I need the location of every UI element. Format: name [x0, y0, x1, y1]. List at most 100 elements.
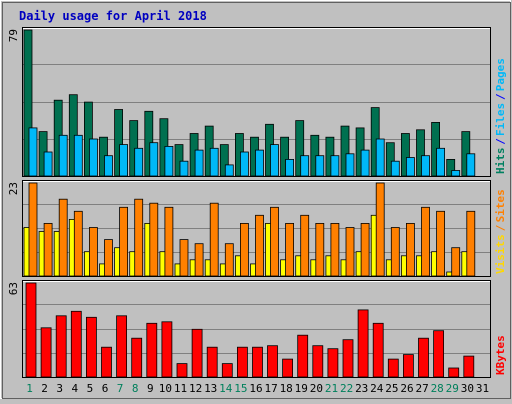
bar-sites [330, 222, 340, 277]
bar-files [179, 160, 189, 177]
bar-kbytes [176, 363, 188, 378]
bar-kbytes [327, 348, 339, 378]
legend-files: Files [494, 103, 507, 136]
bar-hits [416, 129, 425, 177]
bar-kbytes [252, 346, 263, 378]
x-tick-label: 26 [400, 382, 413, 395]
x-tick-label: 17 [264, 382, 277, 395]
bar-files [405, 157, 415, 177]
bar-files [345, 153, 355, 177]
ymax-label-hits-files: 79 [7, 29, 20, 42]
x-tick-label: 5 [87, 382, 94, 395]
x-tick-label: 12 [189, 382, 202, 395]
bar-sites [421, 206, 430, 277]
bar-sites [451, 247, 461, 277]
bar-hits [295, 120, 305, 177]
bar-sites [436, 210, 446, 277]
bar-sites [255, 214, 264, 277]
panel-frame-kbytes [22, 280, 491, 378]
bar-sites [345, 227, 355, 277]
bar-files [315, 155, 325, 177]
x-tick-label: 30 [461, 382, 474, 395]
bar-sites [390, 227, 400, 277]
bar-sites [300, 214, 310, 277]
x-tick-label: 28 [431, 382, 444, 395]
bar-kbytes [372, 322, 384, 378]
bar-sites [285, 222, 295, 277]
bar-hits [219, 144, 229, 177]
bar-kbytes [267, 345, 278, 378]
ymax-label-visits-sites: 23 [7, 182, 20, 195]
bar-sites [179, 239, 189, 277]
bar-kbytes [236, 346, 248, 378]
outer-bevel-dark [2, 2, 511, 399]
bar-kbytes [206, 346, 218, 378]
x-tick-label: 16 [249, 382, 262, 395]
bar-files [421, 155, 430, 177]
bar-sites [224, 243, 234, 277]
bar-files [28, 127, 38, 177]
bar-files [360, 149, 370, 177]
bar-files [300, 155, 310, 177]
x-tick-label: 1 [26, 382, 33, 395]
bar-kbytes [357, 309, 369, 378]
bar-files [375, 138, 385, 177]
bar-files [451, 170, 461, 177]
bar-kbytes [402, 354, 414, 378]
legend-sites: Sites [494, 189, 507, 222]
bar-kbytes [433, 330, 445, 378]
legend-pages: Pages [494, 58, 507, 91]
x-tick-label: 8 [132, 382, 139, 395]
bar-files [330, 155, 340, 177]
bar-files [436, 147, 446, 177]
legend-hits: Hits [494, 148, 507, 175]
x-tick-label: 10 [159, 382, 172, 395]
bar-hits [446, 158, 456, 177]
bar-kbytes [387, 358, 399, 378]
bar-sites [73, 210, 83, 277]
bar-kbytes [221, 363, 233, 378]
legend-visits: Visits [494, 234, 507, 274]
x-tick-label: 20 [310, 382, 323, 395]
bar-files [104, 155, 113, 177]
bar-files [58, 134, 68, 177]
bar-files [134, 147, 144, 177]
bar-files [285, 158, 295, 177]
bar-sites [134, 198, 144, 277]
bar-hits [400, 133, 410, 177]
bar-files [239, 151, 249, 177]
bar-files [119, 144, 128, 177]
bar-kbytes [55, 315, 67, 378]
x-tick-label: 9 [147, 382, 154, 395]
bar-kbytes [40, 327, 52, 378]
x-tick-label: 25 [385, 382, 398, 395]
bar-kbytes [146, 322, 158, 378]
panel-frame-visits-sites [22, 180, 491, 277]
bar-kbytes [448, 367, 460, 378]
x-tick-label: 31 [476, 382, 489, 395]
bar-kbytes [101, 346, 112, 378]
bar-kbytes [70, 310, 82, 378]
bar-hits [23, 29, 33, 177]
panel-frame-hits-files [22, 27, 491, 177]
x-tick-label: 29 [446, 382, 459, 395]
bar-sites [89, 227, 98, 277]
bar-sites [270, 206, 279, 277]
chart-title: Daily usage for April 2018 [19, 9, 207, 23]
legend-sep: / [494, 224, 507, 231]
x-tick-label: 11 [174, 382, 187, 395]
bar-kbytes [463, 355, 475, 378]
legend-kbytes: KBytes [494, 335, 507, 375]
bar-files [73, 134, 83, 177]
bar-files [43, 151, 53, 177]
bar-sites [58, 198, 68, 277]
bar-sites [239, 222, 249, 277]
bar-files [255, 149, 264, 177]
x-tick-label: 18 [280, 382, 293, 395]
bar-sites [43, 222, 53, 277]
x-tick-label: 27 [415, 382, 428, 395]
bar-files [390, 160, 400, 177]
bar-kbytes [191, 328, 203, 378]
